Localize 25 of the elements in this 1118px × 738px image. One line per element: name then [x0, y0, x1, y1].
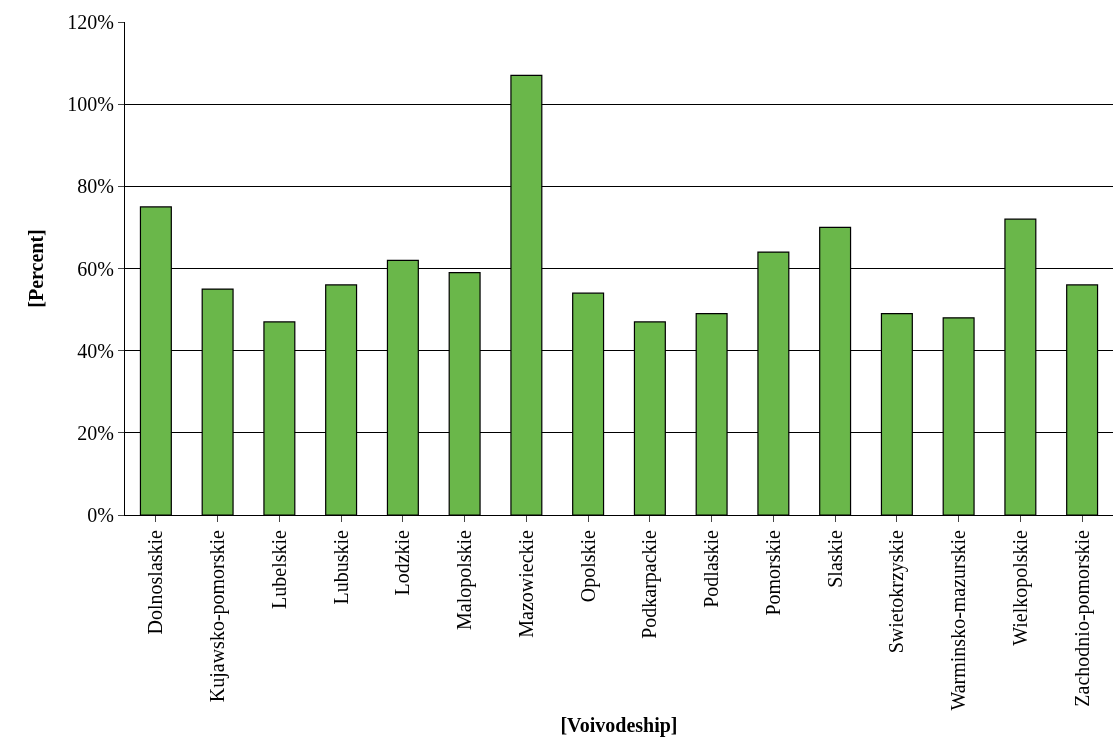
x-tick-label: Warminsko-mazurskie — [947, 529, 970, 711]
x-tick-label: Malopolskie — [453, 529, 477, 630]
x-axis-title: [Voivodeship] — [560, 714, 678, 738]
x-tick-label: Kujawsko-pomorskie — [206, 529, 230, 703]
x-tick-label: Swietokrzyskie — [885, 529, 909, 654]
y-axis-title: [Percent] — [24, 229, 47, 308]
x-tick-label: Slaskie — [823, 529, 846, 588]
x-tick-label: Podkarpackie — [638, 529, 662, 639]
x-tick-label: Wielkopolskie — [1008, 529, 1032, 646]
y-tick-label: 0% — [87, 504, 114, 526]
x-tick-label: Mazowieckie — [514, 529, 537, 638]
y-tick-label: 60% — [77, 257, 114, 280]
x-tick-label: Lodzkie — [391, 529, 414, 596]
y-tick-label: 120% — [67, 11, 114, 33]
y-tick-label: 80% — [77, 175, 114, 198]
x-tick-label: Opolskie — [576, 529, 600, 603]
x-tick-label: Lubuskie — [329, 529, 352, 605]
y-tick-label: 100% — [67, 93, 114, 116]
x-tick-label: Zachodnio-pomorskie — [1070, 529, 1094, 707]
y-tick-label: 40% — [77, 339, 114, 362]
x-tick-label: Podlaskie — [700, 529, 723, 608]
x-tick-label: Lubelskie — [267, 529, 290, 609]
x-tick-label: Dolnoslaskie — [144, 529, 167, 635]
y-tick-label: 20% — [77, 421, 114, 444]
x-tick-label: Pomorskie — [761, 529, 784, 616]
